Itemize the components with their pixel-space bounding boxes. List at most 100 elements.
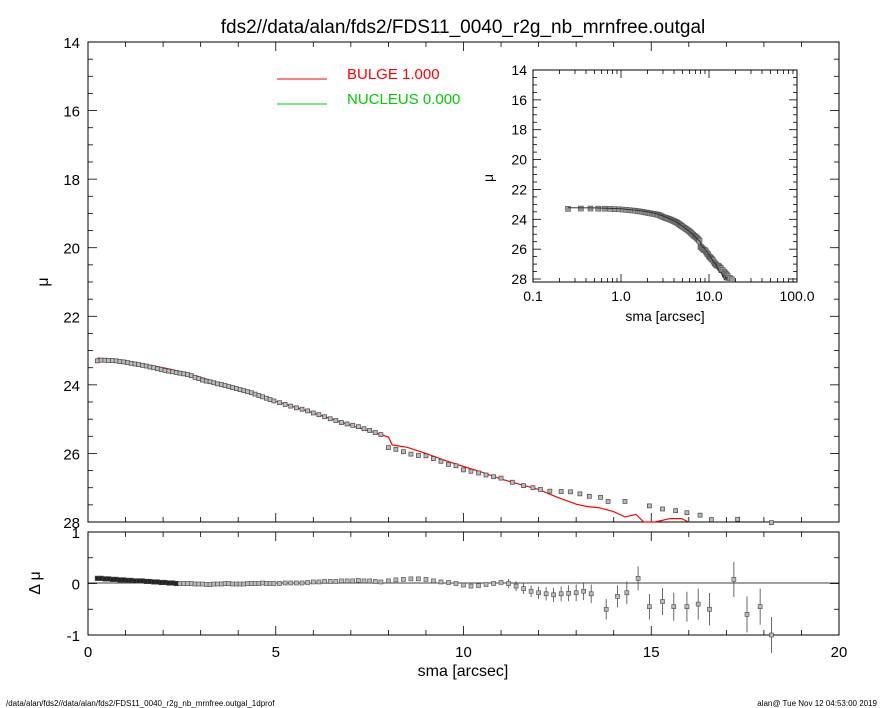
- residual-point: [322, 579, 327, 584]
- observed-point: [121, 359, 127, 365]
- residual-point: [234, 581, 239, 587]
- residual-point: [264, 581, 269, 586]
- inset-x-tick-label: 100.0: [779, 288, 814, 304]
- observed-point: [386, 445, 391, 450]
- residual-point: [222, 581, 228, 586]
- observed-point: [267, 397, 273, 402]
- residual-point: [521, 586, 526, 591]
- observed-point: [769, 520, 774, 526]
- residual-point: [339, 578, 344, 584]
- observed-point: [155, 366, 160, 372]
- observed-point: [598, 494, 603, 500]
- observed-point: [344, 421, 350, 427]
- observed-point: [218, 382, 224, 387]
- observed-point: [438, 458, 444, 464]
- residual-point: [635, 576, 641, 581]
- main-y-tick-label: 26: [63, 446, 80, 463]
- observed-point: [98, 357, 104, 363]
- residual-point: [416, 576, 421, 582]
- observed-point: [401, 449, 406, 455]
- residual-point: [386, 578, 391, 584]
- main-y-tick-label: 14: [63, 35, 80, 52]
- residual-point: [181, 581, 187, 586]
- observed-point: [166, 368, 172, 374]
- observed-point: [423, 453, 429, 459]
- inset-plot-frame: [532, 69, 798, 283]
- residual-point: [305, 580, 310, 585]
- observed-point: [577, 491, 583, 497]
- residual-point: [249, 581, 254, 586]
- observed-point: [196, 376, 202, 382]
- inset-panel: 14 16 18 20 22 24 26 280.1 1.0 10.0 100.0 μ sma [a…: [480, 62, 815, 324]
- residual-point: [744, 612, 750, 617]
- main-y-tick-label: 16: [63, 104, 80, 121]
- main-y-tick-label: 22: [63, 309, 80, 326]
- residual-point: [267, 581, 273, 586]
- residual-point: [476, 583, 481, 588]
- observed-point: [491, 474, 496, 480]
- inset-y-tick-label: 18: [511, 122, 527, 138]
- observed-point: [233, 386, 239, 391]
- observed-point: [327, 416, 333, 422]
- observed-point: [222, 383, 228, 388]
- observed-point: [361, 426, 367, 432]
- observed-point: [316, 412, 322, 418]
- residual-y-tick-label: -1: [67, 628, 80, 645]
- residual-point: [316, 579, 322, 585]
- inset-observed-point: [587, 205, 594, 212]
- residual-point: [356, 578, 361, 583]
- observed-point: [136, 362, 142, 367]
- observed-point: [117, 359, 123, 364]
- residual-point: [271, 581, 277, 586]
- observed-point: [143, 363, 149, 369]
- residual-point: [310, 579, 316, 585]
- residual-point: [260, 580, 265, 586]
- observed-point: [521, 483, 526, 489]
- observed-point: [245, 389, 250, 395]
- chart-title: fds2//data/alan/fds2/FDS11_0040_r2g_nb_m…: [221, 17, 705, 38]
- observed-point: [697, 512, 703, 518]
- observed-point: [586, 493, 592, 499]
- legend: BULGE 1.000 NUCLEUS 0.000: [277, 66, 460, 108]
- observed-point: [356, 424, 361, 430]
- residual-point: [731, 577, 737, 582]
- observed-point: [125, 360, 130, 365]
- observed-point: [132, 361, 138, 367]
- residual-point: [423, 577, 429, 582]
- residual-point: [372, 579, 378, 584]
- residual-point: [241, 581, 247, 587]
- x-tick-label: 0: [84, 644, 92, 661]
- residual-point: [256, 581, 262, 586]
- residual-point: [226, 581, 232, 586]
- observed-point: [177, 370, 183, 376]
- residual-point: [624, 590, 630, 596]
- observed-point: [181, 371, 187, 377]
- observed-point: [684, 510, 690, 516]
- residual-point: [615, 594, 620, 599]
- observed-point: [735, 516, 740, 522]
- observed-point: [333, 418, 339, 423]
- observed-point: [416, 453, 421, 458]
- main-panel: 14 16 18 20 22 24 26 28 μ: [35, 35, 840, 532]
- residual-point: [177, 581, 183, 586]
- residual-point: [558, 591, 564, 597]
- observed-point: [530, 485, 536, 491]
- residual-point: [277, 581, 282, 586]
- observed-point: [372, 430, 378, 435]
- residual-point: [431, 578, 436, 584]
- residual-point: [684, 604, 690, 609]
- residual-point: [528, 588, 534, 594]
- observed-point: [483, 472, 489, 478]
- observed-point: [226, 384, 232, 389]
- residual-point: [468, 583, 474, 589]
- observed-point: [207, 379, 213, 385]
- residual-point: [367, 578, 372, 584]
- inset-x-tick-label: 1.0: [611, 288, 631, 304]
- observed-point: [203, 378, 209, 384]
- legend-bulge-label: BULGE 1.000: [347, 66, 440, 83]
- x-tick-label: 10: [455, 644, 472, 661]
- observed-point: [294, 405, 299, 411]
- observed-point: [192, 374, 198, 380]
- footer-user-timestamp: alan@ Tue Nov 12 04:53:00 2019: [757, 699, 877, 708]
- observed-point: [305, 408, 311, 414]
